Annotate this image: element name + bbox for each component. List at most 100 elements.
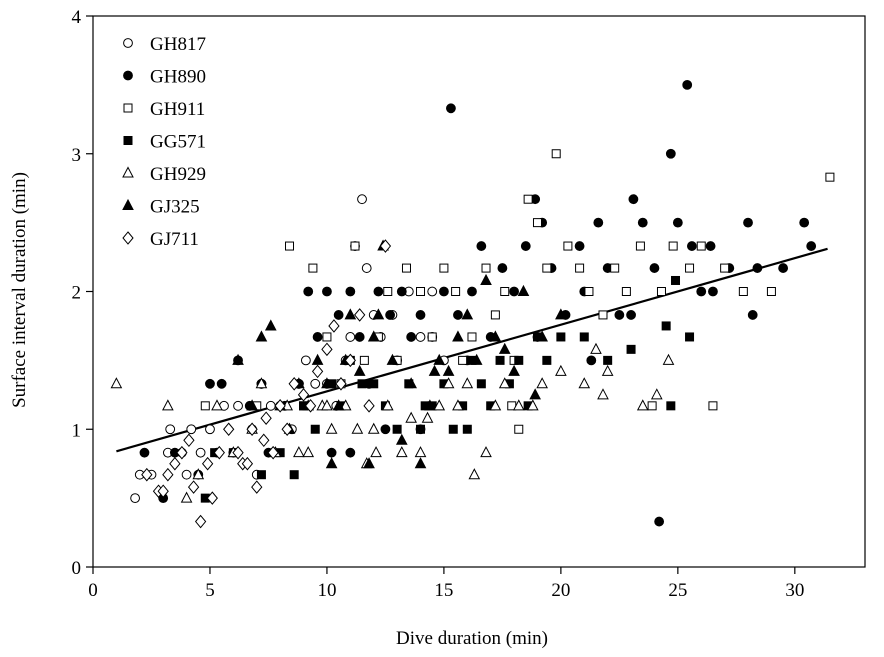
data-point (363, 457, 375, 469)
data-point (584, 287, 594, 296)
legend-item: GJ711 (122, 229, 199, 250)
y-axis-label: Surface interval duration (min) (9, 172, 30, 408)
data-point (256, 470, 266, 480)
data-point (110, 377, 123, 389)
data-point (333, 310, 344, 320)
data-point (427, 286, 438, 297)
data-point (806, 241, 817, 251)
data-point (452, 399, 464, 411)
data-point (414, 446, 427, 458)
data-point (345, 286, 356, 297)
data-point (187, 480, 200, 494)
data-point (442, 377, 455, 389)
data-point (194, 514, 207, 529)
data-point (637, 217, 648, 228)
data-point (414, 457, 427, 469)
data-point (500, 287, 510, 296)
data-point (708, 401, 718, 411)
data-point (183, 433, 195, 448)
data-point (708, 286, 718, 297)
data-point (354, 332, 365, 342)
data-point (481, 263, 491, 273)
data-point (322, 332, 332, 342)
x-tick-label: 20 (551, 580, 570, 601)
legend-item: GH890 (123, 67, 206, 88)
data-point (211, 399, 223, 411)
data-point (216, 378, 227, 389)
data-point (380, 424, 391, 435)
data-point (433, 353, 446, 365)
series-gj711 (141, 239, 392, 529)
data-point (517, 284, 530, 296)
data-point (372, 308, 385, 320)
data-point (345, 332, 356, 342)
data-point (386, 353, 399, 365)
data-point (223, 422, 235, 437)
data-point (778, 263, 789, 273)
data-point (205, 424, 215, 435)
regression-line-group (116, 247, 828, 453)
data-point (367, 422, 380, 434)
data-point (162, 399, 174, 411)
y-tick-label: 4 (72, 7, 82, 28)
data-point (672, 217, 683, 228)
data-point (293, 446, 305, 458)
legend-label: GJ711 (150, 229, 199, 250)
data-point (598, 310, 608, 320)
data-point (696, 241, 706, 251)
data-point (312, 332, 323, 342)
data-point (766, 287, 776, 296)
data-point (251, 480, 263, 494)
data-point (267, 445, 279, 460)
data-point (344, 308, 357, 320)
data-point (195, 447, 206, 458)
data-point (201, 456, 214, 471)
data-point (536, 330, 548, 342)
data-point (614, 310, 625, 320)
x-tick-label: 30 (785, 580, 804, 601)
data-point (416, 287, 426, 296)
data-point (401, 263, 411, 273)
data-point (461, 308, 474, 320)
data-point (157, 484, 169, 499)
data-point (165, 424, 176, 435)
data-point (169, 456, 181, 471)
data-point (281, 422, 293, 437)
data-point (246, 399, 258, 411)
data-points (110, 79, 835, 529)
data-point (458, 355, 468, 365)
data-point (593, 217, 604, 228)
data-point (353, 364, 366, 376)
data-point (288, 377, 300, 391)
y-tick-label: 1 (72, 420, 82, 441)
data-point (406, 332, 417, 342)
data-point (328, 319, 340, 333)
x-tick-label: 25 (668, 580, 687, 601)
data-point (696, 286, 707, 297)
data-point (579, 332, 589, 342)
data-point (213, 445, 225, 460)
data-point (265, 400, 276, 411)
data-point (462, 424, 472, 434)
data-point (439, 286, 449, 297)
y-tick-label: 2 (72, 283, 82, 304)
data-point (241, 456, 254, 471)
data-point (720, 263, 730, 273)
data-point (415, 332, 426, 342)
data-point (498, 342, 511, 354)
data-point (476, 241, 487, 251)
data-point (743, 217, 753, 228)
data-point (661, 321, 671, 331)
legend: GH817 GH890 GH911 GG571 GH929 GJ325 GJ711 (122, 34, 206, 250)
data-point (310, 378, 321, 389)
data-point (542, 263, 552, 273)
data-point (139, 447, 150, 458)
data-point (451, 287, 461, 296)
data-point (395, 433, 408, 445)
data-point (396, 286, 407, 297)
data-point (636, 399, 649, 411)
data-point (671, 275, 681, 285)
data-point (603, 355, 613, 365)
data-point (512, 399, 525, 411)
